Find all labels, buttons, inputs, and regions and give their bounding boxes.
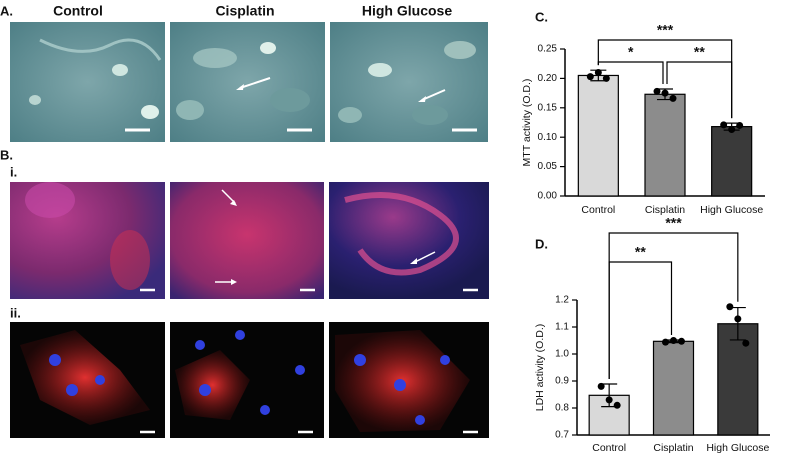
data-point bbox=[602, 74, 610, 82]
y-tick-label: 1.2 bbox=[555, 295, 569, 306]
y-tick-label: 0.00 bbox=[538, 191, 558, 202]
significance-bracket bbox=[597, 39, 733, 119]
data-point bbox=[678, 337, 685, 345]
panel-label: A. bbox=[0, 3, 13, 18]
column-header: High Glucose bbox=[362, 3, 452, 19]
significance-label: ** bbox=[635, 244, 646, 260]
data-point bbox=[726, 303, 734, 311]
y-axis-label: LDH activity (O.D.) bbox=[534, 324, 546, 412]
row-label: i. bbox=[10, 164, 17, 179]
x-tick-label: Cisplatin bbox=[653, 442, 693, 454]
data-point bbox=[734, 315, 742, 323]
data-point bbox=[605, 396, 613, 404]
x-tick-label: High Glucose bbox=[700, 204, 763, 216]
bar bbox=[711, 126, 753, 197]
x-tick-label: Control bbox=[581, 204, 615, 216]
x-tick-label: Control bbox=[592, 442, 626, 454]
data-point bbox=[594, 69, 602, 77]
cytoskeleton-images bbox=[10, 322, 489, 438]
data-point bbox=[728, 126, 736, 134]
panel-label: C. bbox=[535, 9, 548, 24]
bar bbox=[577, 74, 619, 197]
y-tick-label: 0.7 bbox=[555, 430, 569, 441]
data-point bbox=[670, 337, 677, 344]
y-tick-label: 0.25 bbox=[538, 44, 558, 55]
y-tick-label: 1.0 bbox=[555, 349, 569, 360]
phase-images bbox=[10, 22, 488, 142]
data-point bbox=[720, 121, 728, 129]
x-tick-label: Cisplatin bbox=[645, 204, 685, 216]
data-point bbox=[736, 121, 744, 129]
data-point bbox=[669, 94, 677, 102]
data-point bbox=[742, 339, 750, 347]
y-tick-label: 0.20 bbox=[538, 73, 558, 84]
bar bbox=[644, 93, 686, 197]
data-point bbox=[586, 73, 594, 81]
y-tick-label: 0.10 bbox=[538, 132, 558, 143]
y-tick-label: 0.8 bbox=[555, 403, 569, 414]
x-tick-label: High Glucose bbox=[706, 442, 769, 454]
bar bbox=[717, 323, 759, 436]
data-point bbox=[597, 382, 605, 390]
significance-label: ** bbox=[694, 44, 705, 60]
significance-bracket bbox=[608, 232, 739, 379]
bar bbox=[652, 340, 695, 436]
significance-label: *** bbox=[657, 22, 674, 38]
data-point bbox=[661, 89, 669, 97]
significance-label: * bbox=[628, 44, 634, 60]
panel-label: B. bbox=[0, 147, 13, 162]
y-tick-label: 0.15 bbox=[538, 102, 558, 113]
row-label: ii. bbox=[10, 305, 21, 320]
panel-label: D. bbox=[535, 236, 548, 251]
column-header: Control bbox=[53, 3, 103, 19]
data-point bbox=[662, 338, 669, 346]
significance-label: *** bbox=[665, 215, 682, 231]
y-tick-label: 1.1 bbox=[555, 322, 569, 333]
column-header: Cisplatin bbox=[215, 3, 274, 19]
y-tick-label: 0.9 bbox=[555, 376, 569, 387]
data-point bbox=[653, 87, 661, 95]
y-axis-label: MTT activity (O.D.) bbox=[521, 79, 533, 167]
y-tick-label: 0.05 bbox=[538, 161, 558, 172]
fluorescence-images bbox=[10, 182, 489, 299]
data-point bbox=[613, 401, 621, 409]
